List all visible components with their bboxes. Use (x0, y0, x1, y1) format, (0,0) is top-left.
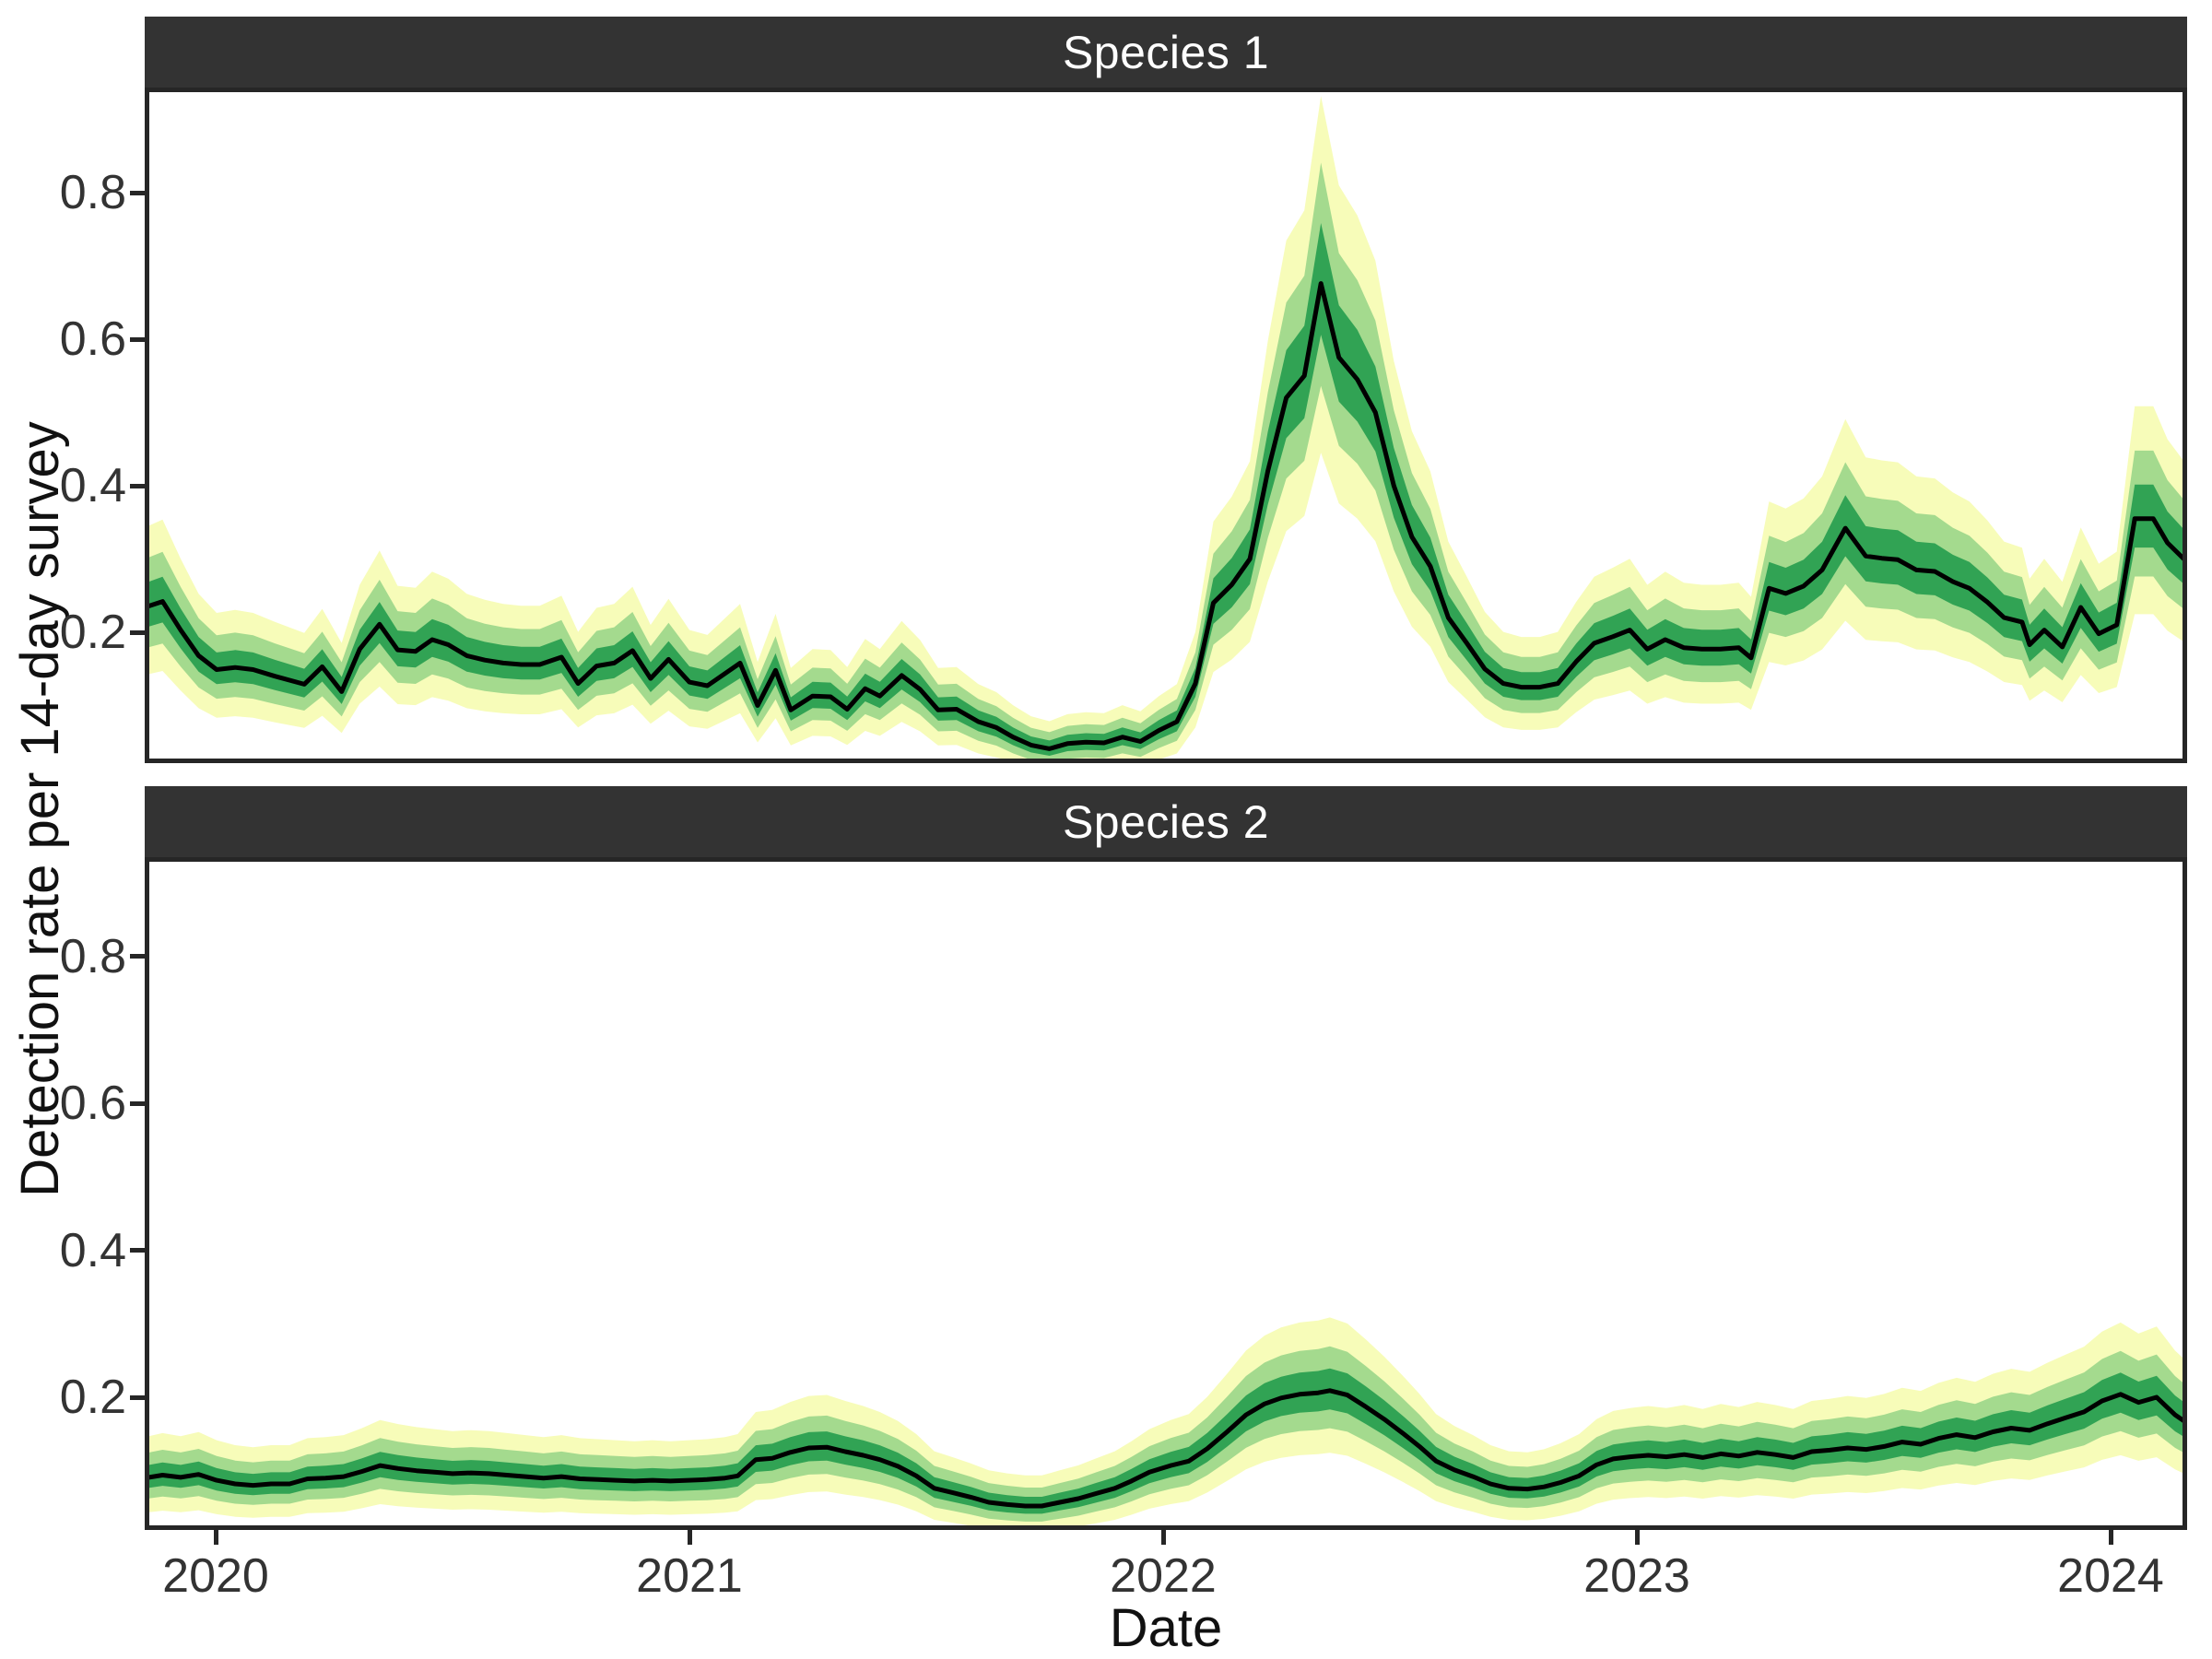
x-axis-title: Date (1109, 1598, 1223, 1658)
x-tick-mark-2023 (1634, 1530, 1640, 1545)
x-tick-mark-2020 (213, 1530, 218, 1545)
facet-strip-label-species-1: Species 1 (1062, 26, 1270, 78)
panel-species-1 (145, 88, 2187, 763)
y-tick-mark-0.8 (130, 954, 145, 959)
panel-species-2 (145, 857, 2187, 1530)
x-tick-label-2020: 2020 (162, 1549, 269, 1603)
y-tick-label-0.2: 0.2 (59, 1371, 126, 1424)
y-tick-label-0.4: 0.4 (59, 1223, 126, 1277)
inner-credible-ribbon-species-2 (145, 1368, 2187, 1514)
y-tick-mark-0.8 (130, 190, 145, 195)
chart-canvas-species-2 (145, 857, 2187, 1530)
x-tick-mark-2021 (687, 1530, 692, 1545)
median-line-species-2 (145, 1388, 2187, 1509)
facet-strip-label-species-2: Species 2 (1062, 795, 1270, 848)
x-tick-label-2021: 2021 (636, 1549, 743, 1603)
x-tick-label-2022: 2022 (1110, 1549, 1217, 1603)
x-tick-label-2024: 2024 (2057, 1549, 2164, 1603)
y-tick-mark-0.4 (130, 483, 145, 488)
y-tick-label-0.6: 0.6 (59, 1077, 126, 1131)
chart-canvas-species-1 (145, 88, 2187, 763)
y-tick-mark-0.2 (130, 1394, 145, 1400)
median-line-species-1 (145, 281, 2187, 751)
x-tick-mark-2024 (2108, 1530, 2113, 1545)
panel-border (145, 88, 2187, 763)
y-tick-mark-0.6 (130, 1100, 145, 1106)
y-tick-label-0.4: 0.4 (59, 459, 126, 512)
y-tick-mark-0.2 (130, 629, 145, 635)
x-tick-label-2023: 2023 (1583, 1549, 1690, 1603)
panel-border (145, 857, 2187, 1530)
outer-credible-ribbon-species-1 (145, 96, 2187, 761)
y-tick-mark-0.4 (130, 1248, 145, 1253)
facet-strip-species-2: Species 2 (145, 786, 2187, 857)
y-tick-label-0.6: 0.6 (59, 312, 126, 366)
middle-credible-ribbon-species-1 (145, 162, 2187, 761)
y-tick-label-0.2: 0.2 (59, 606, 126, 659)
facet-strip-species-1: Species 1 (145, 17, 2187, 88)
y-tick-label-0.8: 0.8 (59, 166, 126, 219)
y-tick-label-0.8: 0.8 (59, 929, 126, 983)
x-tick-mark-2022 (1160, 1530, 1166, 1545)
y-tick-mark-0.6 (130, 336, 145, 342)
